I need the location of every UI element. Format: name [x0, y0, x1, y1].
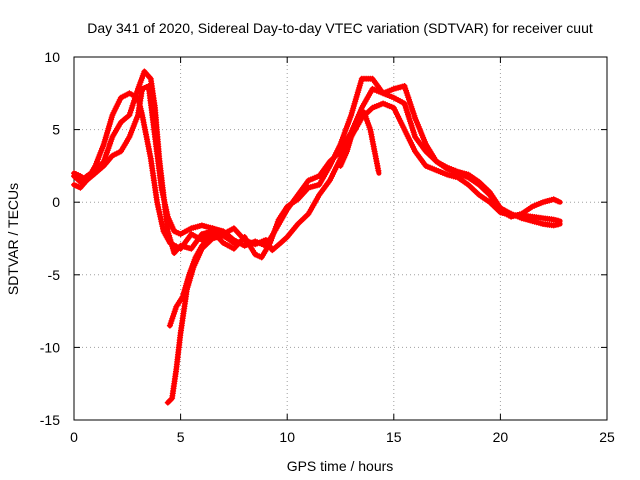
- series-track-6: [337, 109, 382, 176]
- plus-marker: [375, 167, 382, 174]
- x-tick-label: 15: [386, 429, 402, 445]
- series-track-4: [164, 232, 237, 406]
- chart-title: Day 341 of 2020, Sidereal Day-to-day VTE…: [87, 20, 593, 36]
- x-tick-label: 5: [177, 429, 185, 445]
- y-tick-label: -5: [48, 267, 61, 283]
- y-tick-labels: -15 -10 -5 0 5 10: [40, 49, 60, 428]
- y-tick-label: -10: [40, 339, 60, 355]
- series-markers: [71, 68, 561, 261]
- y-tick-label: 10: [44, 49, 60, 65]
- x-tick-label: 0: [70, 429, 78, 445]
- plus-marker: [229, 238, 236, 245]
- plot-frame: [73, 56, 608, 421]
- y-tick-label: 5: [52, 122, 60, 138]
- series-track-5: [166, 233, 216, 329]
- series-track-2: [71, 68, 563, 261]
- axis-ticks: [73, 56, 608, 421]
- plus-marker: [555, 221, 561, 228]
- plus-marker: [555, 198, 561, 205]
- series-track-3: [71, 83, 563, 249]
- y-tick-label: -15: [40, 412, 60, 428]
- x-tick-label: 25: [599, 429, 615, 445]
- series-trace: [165, 233, 237, 406]
- x-axis-label: GPS time / hours: [287, 458, 394, 474]
- series-trace: [71, 69, 563, 260]
- x-tick-label: 10: [279, 429, 295, 445]
- y-axis-label: SDTVAR / TECUs: [5, 183, 21, 295]
- series-trace: [71, 90, 563, 253]
- plus-marker: [207, 234, 214, 241]
- series-markers: [71, 90, 561, 254]
- grid-lines: [74, 57, 607, 420]
- data-series: [71, 68, 563, 406]
- series-markers: [71, 83, 561, 249]
- series-markers: [166, 234, 214, 329]
- y-tick-label: 0: [52, 194, 60, 210]
- x-tick-label: 20: [493, 429, 509, 445]
- series-track-1: [71, 90, 563, 254]
- series-trace: [71, 83, 563, 249]
- x-tick-labels: 0 5 10 15 20 25: [70, 429, 615, 445]
- series-markers: [337, 109, 382, 174]
